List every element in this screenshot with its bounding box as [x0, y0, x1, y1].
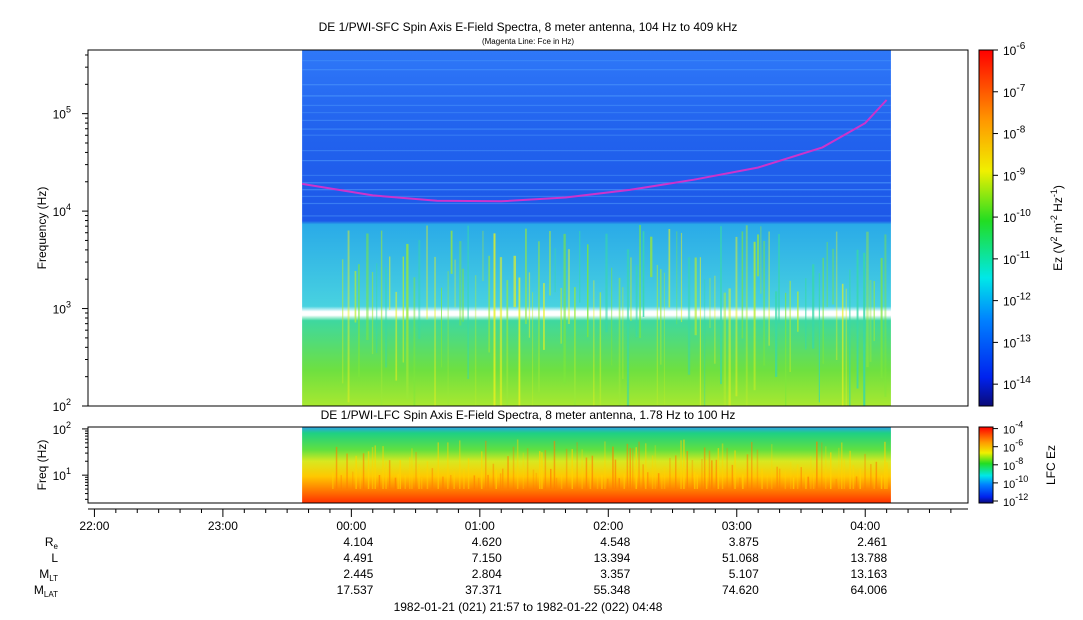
sfc-spectrogram-image [302, 50, 891, 406]
ephemeris-value: 13.394 [594, 551, 631, 565]
ephemeris-value: 4.491 [343, 551, 373, 565]
fce-magenta-line [301, 99, 888, 203]
ephemeris-value: 64.006 [851, 583, 888, 597]
ephemeris-value: 51.068 [722, 551, 759, 565]
lfc-colorbar-scale [978, 426, 994, 504]
ephemeris-value: 55.348 [594, 583, 631, 597]
ephemeris-value: 37.371 [465, 583, 502, 597]
lfc-spectrogram-image [302, 427, 891, 503]
lfc-spectrogram-panel: 101 102 Freq (Hz) [35, 420, 969, 504]
time-tick-label: 00:00 [336, 519, 366, 533]
colorbar-tick-label: 10-10 [1003, 208, 1031, 225]
colorbar-tick-label: 10-6 [1003, 41, 1026, 58]
y-tick-label: 102 [53, 420, 71, 437]
ephemeris-value: 5.107 [729, 567, 759, 581]
ephemeris-value: 74.620 [722, 583, 759, 597]
ephemeris-value: 13.788 [851, 551, 888, 565]
ephemeris-value: 4.104 [343, 535, 373, 549]
lfc-y-axis-label: Freq (Hz) [35, 440, 49, 491]
y-tick-label: 102 [53, 397, 71, 414]
colorbar-tick-label: 10-8 [1003, 125, 1026, 142]
sfc-spectrogram-panel: 102 103 104 105 Frequency (Hz) [35, 49, 969, 414]
lfc-plot-frame [87, 426, 969, 504]
colorbar-tick-label: 10-7 [1003, 83, 1026, 100]
sfc-spectrogram-texture [302, 60, 891, 406]
time-tick-label: 01:00 [465, 519, 495, 533]
colorbar-tick-label: 10-9 [1003, 166, 1026, 183]
lfc-y-axis: 101 102 [53, 420, 88, 500]
time-tick-label: 04:00 [850, 519, 880, 533]
colorbar-tick-label: 10-8 [1003, 456, 1023, 473]
time-tick-label: 03:00 [722, 519, 752, 533]
y-tick-label: 103 [53, 300, 71, 317]
sfc-colorbar: 10-6 10-7 10-8 10-9 10-10 10-11 10-12 10-13 10-1… [978, 41, 1065, 407]
colorbar-tick-label: 10-10 [1003, 474, 1028, 491]
ephemeris-row-label: MLAT [34, 583, 58, 599]
ephemeris-value: 17.537 [337, 583, 374, 597]
ephemeris-value: 13.163 [851, 567, 888, 581]
colorbar-tick-label: 10-12 [1003, 492, 1028, 509]
lfc-colorbar-label: LFC Ez [1044, 445, 1058, 485]
colorbar-tick-label: 10-13 [1003, 333, 1031, 350]
sfc-subtitle: (Magenta Line: Fce in Hz) [482, 37, 574, 46]
time-axis: 22:00 23:00 00:00 01:00 02:00 03:00 04:00 [79, 508, 968, 533]
ephemeris-row-label: L [51, 551, 58, 565]
ephemeris-value: 4.620 [472, 535, 502, 549]
ephemeris-value: 3.357 [600, 567, 630, 581]
sfc-y-axis-label: Frequency (Hz) [35, 187, 49, 270]
ephemeris-value: 2.445 [343, 567, 373, 581]
lfc-title: DE 1/PWI-LFC Spin Axis E-Field Spectra, … [321, 408, 736, 422]
sfc-colorbar-label: Ez (V2 m-2 Hz-1) [1049, 185, 1065, 271]
time-tick-label: 22:00 [79, 519, 109, 533]
colorbar-tick-label: 10-4 [1003, 420, 1023, 437]
lfc-spectrogram-texture [332, 439, 888, 490]
ephemeris-value: 3.875 [729, 535, 759, 549]
y-tick-label: 104 [53, 202, 71, 219]
colorbar-tick-label: 10-11 [1003, 250, 1031, 267]
y-tick-label: 105 [53, 105, 71, 122]
sfc-colorbar-scale [978, 49, 994, 407]
ephemeris-value: 2.804 [472, 567, 502, 581]
ephemeris-row-label: Re [45, 535, 59, 551]
colorbar-tick-label: 10-14 [1003, 375, 1031, 392]
ephemeris-value: 4.548 [600, 535, 630, 549]
time-tick-label: 23:00 [208, 519, 238, 533]
ephemeris-value: 2.461 [857, 535, 887, 549]
sfc-plot-frame [87, 49, 969, 407]
sfc-y-axis: 102 103 104 105 [53, 54, 88, 414]
colorbar-tick-label: 10-6 [1003, 438, 1023, 455]
time-range-footer: 1982-01-21 (021) 21:57 to 1982-01-22 (02… [394, 600, 663, 614]
time-tick-label: 02:00 [593, 519, 623, 533]
ephemeris-value: 7.150 [472, 551, 502, 565]
sfc-title: DE 1/PWI-SFC Spin Axis E-Field Spectra, … [319, 20, 738, 34]
colorbar-tick-label: 10-12 [1003, 292, 1031, 309]
y-tick-label: 101 [53, 466, 71, 483]
ephemeris-row-label: MLT [39, 567, 58, 583]
